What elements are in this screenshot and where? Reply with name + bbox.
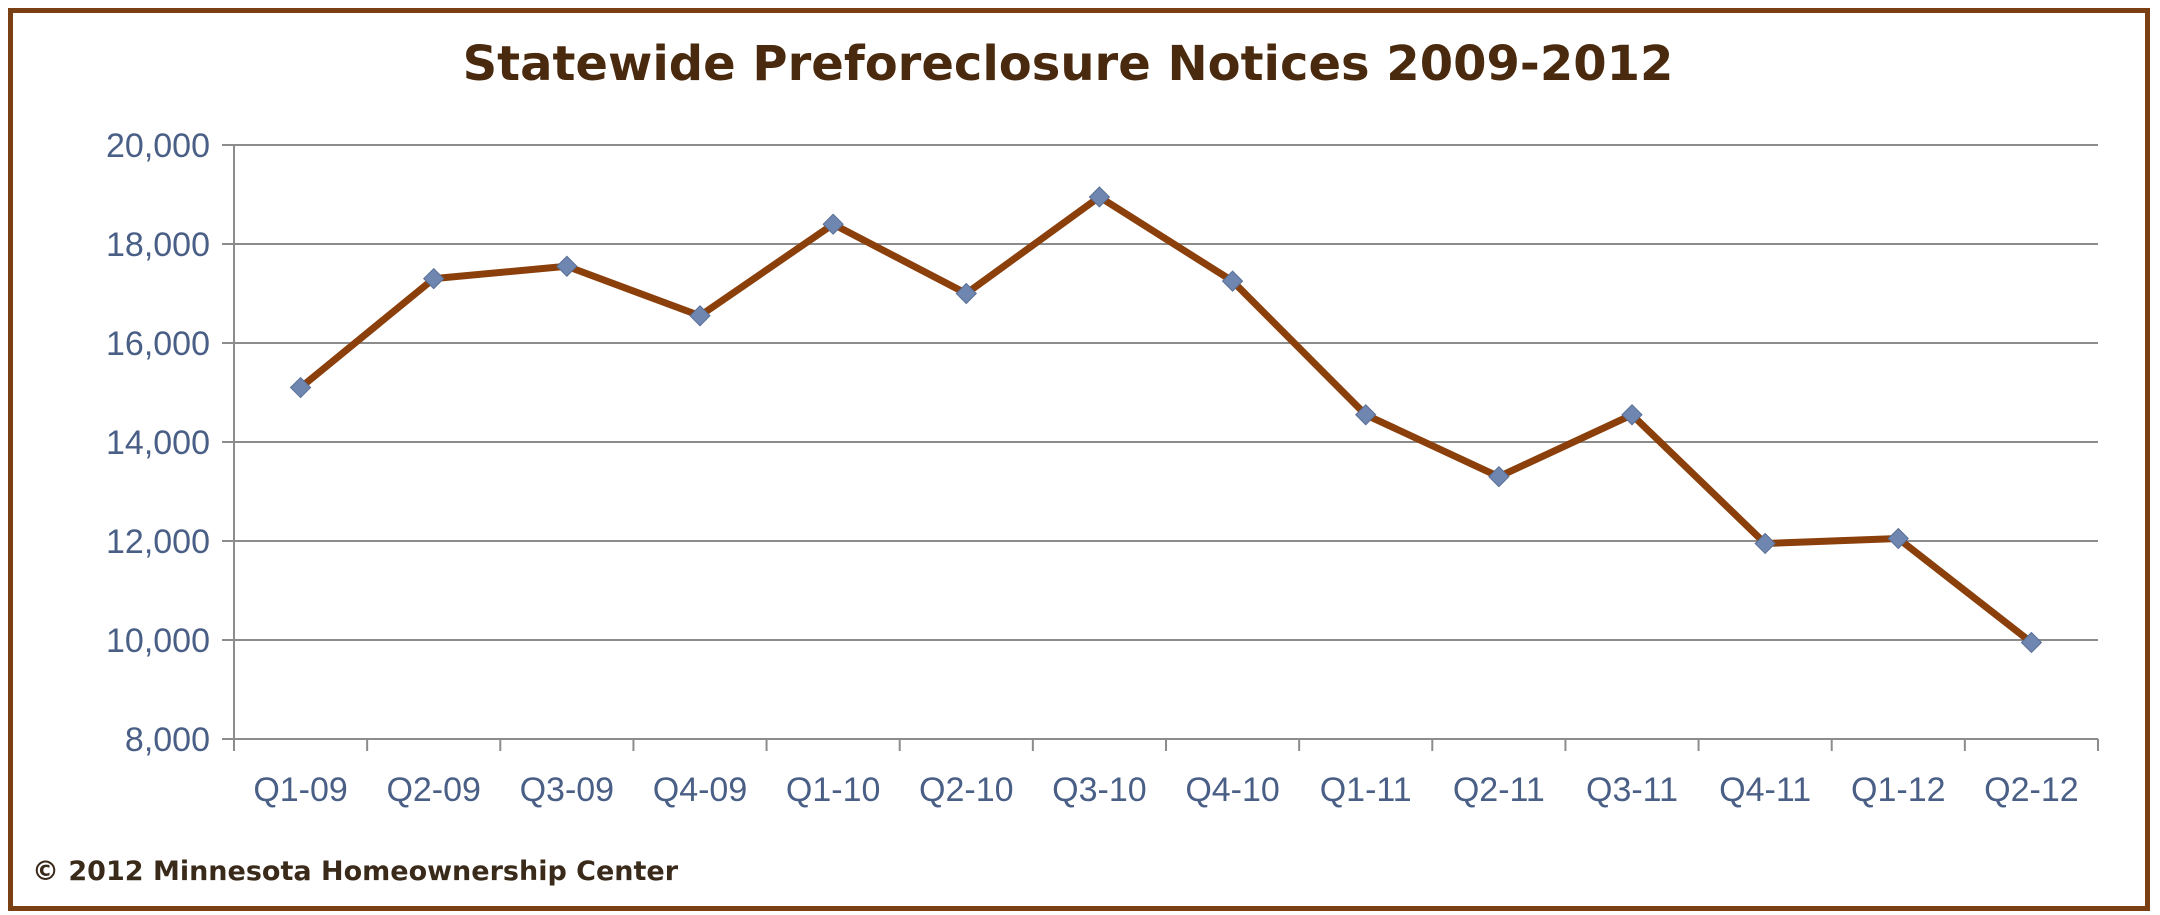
x-tick-label: Q1-11 — [1320, 771, 1412, 809]
data-point-marker — [1088, 186, 1111, 208]
x-tick-label: Q2-12 — [1984, 771, 2079, 809]
y-tick-label: 18,000 — [106, 226, 210, 264]
data-point-marker — [1221, 270, 1244, 292]
y-tick-label: 16,000 — [106, 325, 210, 363]
axes — [233, 145, 2099, 751]
chart-frame — [8, 8, 2150, 911]
x-tick-labels: Q1-09 Q2-09 Q3-09 Q4-09 Q1-10 Q2-10 Q3-10 Q4-10… — [253, 771, 2078, 809]
y-tick-label: 14,000 — [106, 424, 210, 462]
x-tick-label: Q2-09 — [386, 771, 481, 809]
data-point-marker — [2020, 631, 2043, 654]
y-tick-label: 10,000 — [106, 622, 210, 660]
data-point-marker — [423, 267, 445, 290]
data-point-marker — [955, 282, 977, 305]
x-tick-label: Q2-11 — [1453, 771, 1545, 809]
data-point-marker — [822, 213, 844, 235]
data-point-marker — [1887, 527, 1909, 550]
data-point-marker — [1355, 404, 1377, 426]
x-tick-label: Q1-09 — [253, 771, 348, 809]
data-point-marker — [556, 255, 578, 277]
copyright-credit: © 2012 Minnesota Homeownership Center — [32, 856, 679, 887]
x-tick-label: Q3-11 — [1586, 771, 1678, 809]
data-point-marker — [689, 305, 711, 327]
series — [289, 186, 2043, 654]
x-tick-label: Q4-09 — [653, 771, 748, 809]
x-tick-label: Q2-10 — [919, 771, 1014, 809]
y-tick-label: 20,000 — [106, 127, 210, 165]
x-tick-label: Q1-10 — [786, 771, 881, 809]
y-tick-labels: 8,000 10,000 12,000 14,000 16,000 18,000 20,00… — [106, 127, 210, 759]
data-point-marker — [1754, 532, 1776, 555]
chart-title: Statewide Preforeclosure Notices 2009-20… — [463, 36, 1674, 92]
x-tick-label: Q3-09 — [520, 771, 615, 809]
y-tick-label: 8,000 — [125, 721, 210, 759]
x-tick-label: Q4-11 — [1719, 771, 1811, 809]
data-point-marker — [1621, 404, 1643, 426]
y-tick-label: 12,000 — [106, 523, 210, 561]
x-tick-label: Q3-10 — [1052, 771, 1147, 809]
data-point-marker — [1488, 465, 1510, 488]
x-tick-label: Q4-10 — [1185, 771, 1280, 809]
data-point-marker — [289, 376, 312, 399]
series-line — [297, 193, 2035, 646]
x-tick-label: Q1-12 — [1851, 771, 1946, 809]
